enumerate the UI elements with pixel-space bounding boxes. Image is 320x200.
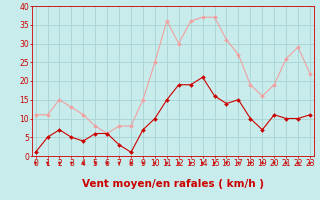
X-axis label: Vent moyen/en rafales ( km/h ): Vent moyen/en rafales ( km/h ) xyxy=(82,179,264,189)
